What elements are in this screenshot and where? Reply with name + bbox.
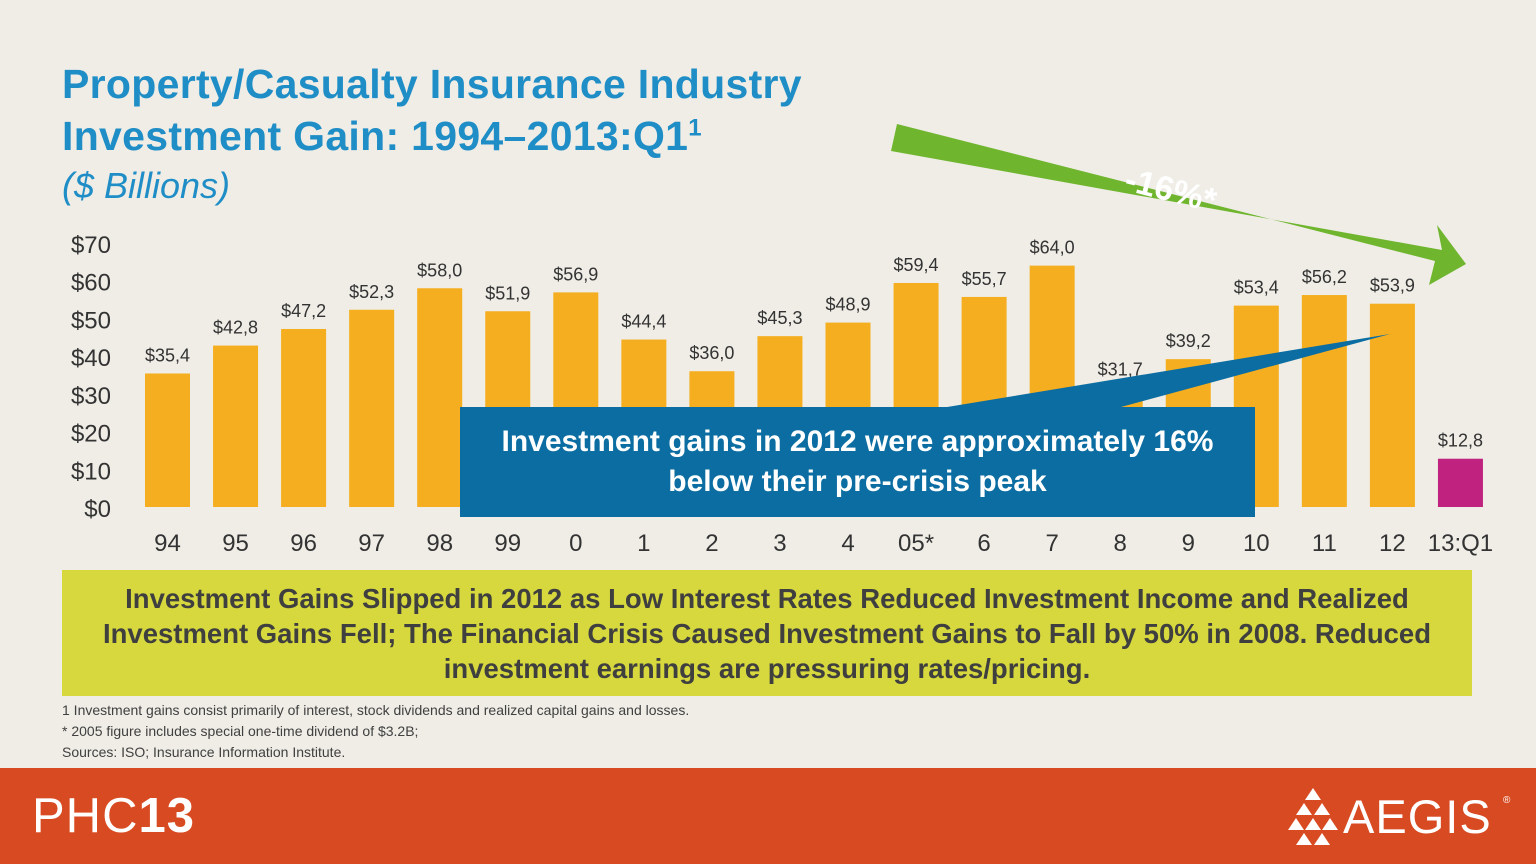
data-label: $45,3 bbox=[757, 308, 802, 328]
aegis-logo-text: AEGIS bbox=[1343, 790, 1492, 843]
bar-12 bbox=[1369, 303, 1415, 507]
x-tick-label: 96 bbox=[290, 530, 317, 557]
x-tick-label: 7 bbox=[1045, 530, 1058, 557]
data-label: $47,2 bbox=[281, 301, 326, 321]
phc-logo-prefix: PHC bbox=[32, 789, 139, 843]
y-axis: $0 $10 $20 $30 $40 $50 $60 $70 bbox=[71, 232, 111, 523]
bar-95 bbox=[213, 345, 259, 507]
x-tick-label: 13:Q1 bbox=[1428, 530, 1493, 557]
y-tick-label: $20 bbox=[71, 421, 111, 448]
data-label: $56,9 bbox=[553, 264, 598, 284]
footnote-1: 1 Investment gains consist primarily of … bbox=[62, 702, 690, 718]
data-label: $64,0 bbox=[1030, 238, 1075, 258]
x-tick-label: 6 bbox=[977, 530, 990, 557]
summary-banner: Investment Gains Slipped in 2012 as Low … bbox=[62, 570, 1472, 696]
x-axis: 94 95 96 97 98 99 0 1 2 3 4 05* 6 7 8 9 10 11 12 13:Q1 bbox=[154, 530, 1493, 557]
title-line-1: Property/Casualty Insurance Industry bbox=[62, 61, 802, 107]
data-label: $58,0 bbox=[417, 260, 462, 280]
data-label: $48,9 bbox=[825, 295, 870, 315]
data-label: $39,2 bbox=[1166, 331, 1211, 351]
trend-arrow-label: -16%* bbox=[1121, 160, 1221, 220]
x-tick-label: 2 bbox=[705, 530, 718, 557]
data-label: $31,7 bbox=[1098, 359, 1143, 379]
trend-arrow-shape bbox=[891, 124, 1466, 285]
y-tick-label: $50 bbox=[71, 307, 111, 334]
x-tick-label: 12 bbox=[1379, 530, 1406, 557]
phc-logo-number: 13 bbox=[138, 789, 195, 843]
data-label: $35,4 bbox=[145, 345, 190, 365]
y-tick-label: $70 bbox=[71, 232, 111, 259]
footnote-sources: Sources: ISO; Insurance Information Inst… bbox=[62, 744, 346, 760]
data-label: $44,4 bbox=[621, 312, 666, 332]
x-tick-label: 10 bbox=[1243, 530, 1270, 557]
x-tick-label: 9 bbox=[1182, 530, 1195, 557]
bar-11 bbox=[1301, 295, 1347, 507]
x-tick-label: 98 bbox=[426, 530, 453, 557]
aegis-logo-icon bbox=[1288, 788, 1338, 845]
data-label: $53,4 bbox=[1234, 278, 1279, 298]
x-tick-label: 4 bbox=[841, 530, 854, 557]
footnotes: 1 Investment gains consist primarily of … bbox=[62, 700, 689, 763]
footnote-2: * 2005 figure includes special one-time … bbox=[62, 723, 419, 739]
x-tick-label: 99 bbox=[494, 530, 521, 557]
x-tick-label: 3 bbox=[773, 530, 786, 557]
x-tick-label: 1 bbox=[637, 530, 650, 557]
data-label: $53,9 bbox=[1370, 276, 1415, 296]
x-tick-label: 05* bbox=[898, 530, 934, 557]
chart-subtitle: ($ Billions) bbox=[62, 165, 231, 206]
data-label: $36,0 bbox=[689, 343, 734, 363]
title-line-2: Investment Gain: 1994–2013:Q1 bbox=[62, 113, 689, 159]
data-label: $51,9 bbox=[485, 283, 530, 303]
y-tick-label: $0 bbox=[84, 496, 111, 523]
value-labels: $35,4 $42,8 $47,2 $52,3 $58,0 $51,9 $56,9 $44,4… bbox=[145, 238, 1483, 451]
trend-arrow: -16%* bbox=[891, 124, 1466, 285]
x-tick-label: 8 bbox=[1114, 530, 1127, 557]
bar-96 bbox=[281, 328, 327, 507]
y-tick-label: $40 bbox=[71, 345, 111, 372]
x-tick-label: 94 bbox=[154, 530, 181, 557]
bar-94 bbox=[145, 373, 190, 507]
data-label: $55,7 bbox=[962, 269, 1007, 289]
data-label: $42,8 bbox=[213, 318, 258, 338]
callout-box: Investment gains in 2012 were approximat… bbox=[460, 407, 1255, 517]
aegis-registered-mark: ® bbox=[1503, 795, 1511, 806]
bar-98 bbox=[417, 288, 463, 507]
footer-bar: PHC13 AEGIS ® bbox=[0, 768, 1536, 864]
chart-title: Property/Casualty Insurance Industry Inv… bbox=[62, 58, 802, 162]
phc-logo: PHC13 bbox=[32, 788, 195, 844]
x-tick-label: 95 bbox=[222, 530, 249, 557]
data-label: $12,8 bbox=[1438, 431, 1483, 451]
callout-pointer bbox=[929, 334, 1390, 410]
y-tick-label: $60 bbox=[71, 270, 111, 297]
title-footnote-marker: 1 bbox=[688, 114, 702, 142]
x-tick-label: 97 bbox=[358, 530, 385, 557]
bar-13:Q1 bbox=[1437, 458, 1483, 507]
data-label: $59,4 bbox=[894, 255, 939, 275]
bar-97 bbox=[349, 309, 395, 507]
y-tick-label: $30 bbox=[71, 383, 111, 410]
data-label: $56,2 bbox=[1302, 267, 1347, 287]
y-tick-label: $10 bbox=[71, 458, 111, 485]
x-tick-label: 0 bbox=[569, 530, 582, 557]
data-label: $52,3 bbox=[349, 282, 394, 302]
x-tick-label: 11 bbox=[1312, 530, 1337, 557]
